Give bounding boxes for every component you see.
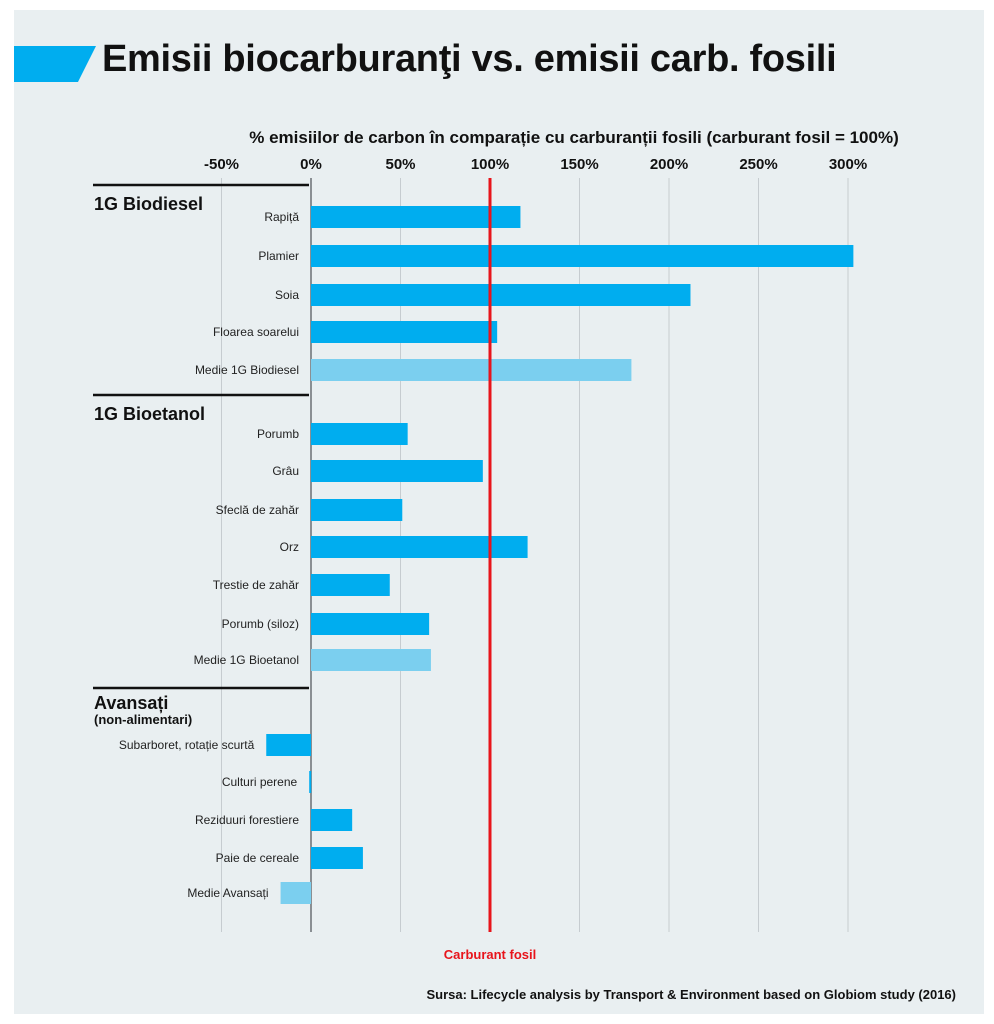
average-bar [311,359,632,381]
category-label: Rapiță [264,210,299,224]
data-bar [311,284,691,306]
x-tick-label: -50% [204,156,239,173]
category-label: Trestie de zahăr [213,578,299,592]
source-note: Sursa: Lifecycle analysis by Transport &… [426,987,956,1002]
data-bar [311,423,408,445]
chart-title: Emisii biocarburanţi vs. emisii carb. fo… [102,38,837,80]
category-label: Reziduuri forestiere [195,813,299,827]
average-bar [280,882,311,904]
category-label: Floarea soarelui [213,325,299,339]
category-label: Culturi perene [222,775,298,789]
x-tick-label: 200% [650,156,688,173]
data-bar [311,206,521,228]
data-bar [311,321,498,343]
reference-line-group: Carburant fosil [444,178,536,962]
group-label: 1G Bioetanol [94,404,205,424]
data-bar [311,613,430,635]
group-label: Avansați [94,693,168,713]
x-tick-labels: -50% 0% 50% 100% 150% 200% 250% 300% [204,156,867,173]
x-tick-label: 100% [471,156,509,173]
data-bar [311,245,854,267]
group-sublabel: (non-alimentari) [94,712,192,727]
x-tick-label: 250% [739,156,777,173]
category-label: Orz [280,540,299,554]
bars [266,206,854,904]
x-tick-label: 50% [385,156,415,173]
category-label: Porumb (siloz) [222,617,299,631]
chart-background [14,10,984,1014]
category-labels: Rapiță Plamier Soia Floarea soarelui Medie 1… [119,210,299,900]
category-label: Grâu [272,464,299,478]
category-label: Medie 1G Bioetanol [194,653,299,667]
data-bar [309,771,312,793]
data-bar [311,536,528,558]
category-label: Soia [275,288,299,302]
data-bar [311,847,363,869]
group-headers: 1G Biodiesel 1G Bioetanol Avansați(non-ali… [93,183,309,727]
data-bar [311,809,353,831]
group-label: 1G Biodiesel [94,194,203,214]
average-bar [311,649,431,671]
category-label: Porumb [257,427,299,441]
category-label: Medie Avansați [187,886,268,900]
data-bar [311,499,403,521]
data-bar [311,574,390,596]
category-label: Subarboret, rotație scurtă [119,738,255,752]
data-bar [311,460,483,482]
category-label: Plamier [258,249,299,263]
category-label: Paie de cereale [216,851,300,865]
x-tick-label: 300% [829,156,867,173]
x-tick-label: 0% [300,156,322,173]
category-label: Sfeclă de zahăr [216,503,299,517]
category-label: Medie 1G Biodiesel [195,363,299,377]
data-bar [266,734,311,756]
x-axis-label: % emisiilor de carbon în comparație cu c… [249,128,899,147]
reference-line-label: Carburant fosil [444,947,536,962]
x-tick-label: 150% [560,156,598,173]
